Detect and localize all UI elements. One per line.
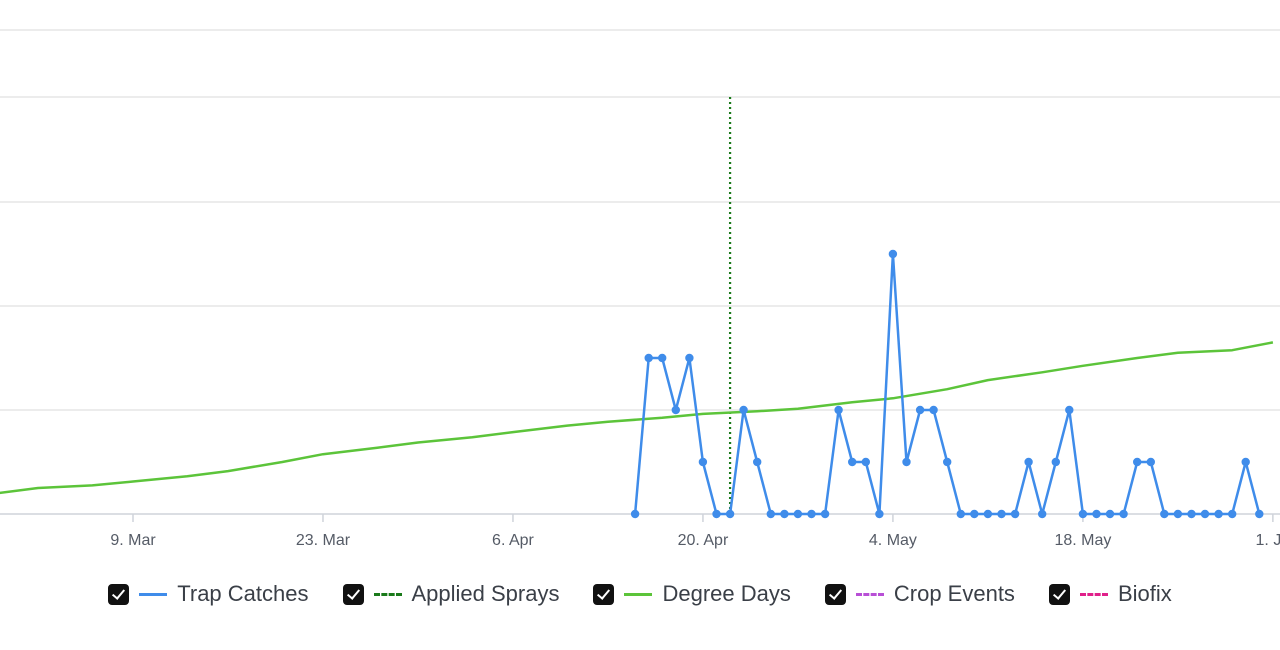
trap-catches-point [685,353,694,363]
checkbox-crop-events[interactable] [824,583,846,605]
trap-catches-point [956,509,965,519]
trap-catches-point [1038,509,1047,519]
trap-catches-point [671,405,680,415]
legend-label: Degree Days [662,581,791,606]
legend-label: Crop Events [893,581,1015,606]
trap-catches-point [1010,509,1020,519]
legend-item-applied-sprays[interactable]: Applied Sprays [342,581,560,607]
x-tick-label: 4. May [869,532,917,549]
trap-catches-point [807,509,816,519]
trap-catches-point [834,405,843,415]
x-axis: 9. Mar 23. Mar 6. Apr 20. Apr 4. May 18. May 1… [110,514,1280,549]
trap-catches-series [630,249,1264,519]
legend-item-crop-events[interactable]: Crop Events [824,581,1015,607]
x-tick-label: 1. Ju [1256,532,1280,549]
trap-catches-point [929,405,938,415]
x-tick-label: 18. May [1054,532,1111,549]
trap-catches-point [1255,509,1264,519]
legend-swatch [855,592,884,596]
trap-catches-point [630,509,640,519]
trap-catches-point [1160,509,1169,519]
checkbox-degree-days[interactable] [593,583,615,605]
trap-catches-point [902,457,911,467]
trap-catches-point [848,457,857,467]
legend-swatch [139,592,168,596]
trap-catches-point [820,509,830,519]
legend-item-trap-catches[interactable]: Trap Catches [108,581,309,607]
trap-catches-point [698,457,708,467]
trap-catches-point [1092,509,1101,519]
trap-catches-point [1214,509,1223,519]
checkbox-applied-sprays[interactable] [342,583,364,605]
trap-catches-point [1024,457,1033,467]
trap-catches-point [644,353,653,363]
trap-catches-point [1065,405,1074,415]
legend-swatch [373,592,402,596]
gridlines [0,29,1280,515]
trap-catches-point [1200,509,1210,519]
trap-catches-point [1105,509,1115,519]
legend-label: Applied Sprays [411,581,560,606]
x-tick-label: 6. Apr [492,532,534,549]
trap-catches-point [943,457,952,467]
trap-catches-point [861,457,870,467]
legend-label: Biofix [1117,581,1172,606]
trap-catches-point [1187,509,1196,519]
trap-catches-point [712,509,721,519]
trap-catches-point [725,509,735,519]
trap-catches-point [1241,457,1250,467]
legend-item-degree-days[interactable]: Degree Days [593,581,791,607]
checkbox-trap-catches[interactable] [108,583,130,605]
trap-catches-point [766,509,775,519]
trap-catches-point [888,249,898,259]
legend: Trap Catches Applied Sprays Degree Days … [0,572,1280,616]
trap-catches-point [1133,457,1142,467]
checkbox-biofix[interactable] [1048,583,1070,605]
trap-catches-point [1119,509,1128,519]
trap-catches-point [875,509,884,519]
trap-catches-point [1228,509,1237,519]
trap-catches-point [753,457,762,467]
trap-catches-point [915,405,925,415]
trap-catches-line [633,252,1261,516]
trap-catches-point [739,405,748,415]
line-chart: 9. Mar 23. Mar 6. Apr 20. Apr 4. May 18. May 1… [0,29,1280,549]
trap-catches-point [1146,457,1156,467]
x-tick-label: 23. Mar [296,532,351,549]
legend-swatch [1079,592,1108,596]
trap-catches-point [997,509,1006,519]
legend-swatch [624,592,653,596]
trap-catches-point [1078,509,1088,519]
trap-catches-point [983,509,993,519]
x-tick-label: 20. Apr [678,532,729,549]
trap-catches-point [1051,457,1061,467]
degree-days-line [0,341,1274,495]
trap-catches-point [970,509,979,519]
legend-label: Trap Catches [177,581,309,606]
trap-catches-point [658,353,667,363]
degree-days-series [0,341,1274,495]
trap-catches-point [1173,509,1183,519]
trap-catches-point [793,509,803,519]
trap-catches-point [780,509,789,519]
x-tick-label: 9. Mar [110,532,156,549]
legend-item-biofix[interactable]: Biofix [1048,581,1172,607]
